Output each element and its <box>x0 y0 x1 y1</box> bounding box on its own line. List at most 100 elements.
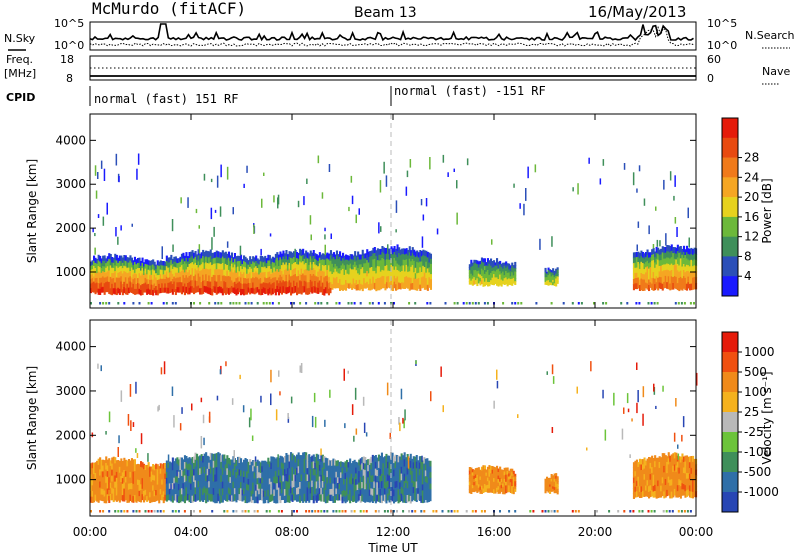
echo-speckle <box>456 212 458 225</box>
echo-cell <box>105 272 108 278</box>
echo-cell <box>283 489 287 497</box>
echo-cell <box>127 477 131 485</box>
echo-cell <box>170 467 173 474</box>
echo-cell <box>147 279 150 285</box>
echo-cell <box>315 276 318 283</box>
echo-cell <box>673 247 676 254</box>
echo-cell <box>549 277 552 281</box>
echo-cell <box>553 283 556 286</box>
echo-cell <box>638 475 642 482</box>
echo-cell <box>336 477 340 484</box>
echo-cell <box>320 474 323 482</box>
echo-cell <box>506 471 509 476</box>
echo-cell <box>362 482 365 490</box>
echo-cell <box>153 266 156 271</box>
echo-cell <box>241 484 244 491</box>
echo-cell <box>673 252 676 260</box>
echo-cell <box>399 255 402 262</box>
echo-cell <box>390 246 393 254</box>
echo-cell <box>657 474 660 482</box>
echo-cell <box>486 274 490 279</box>
echo-cell <box>311 264 314 271</box>
echo-cell <box>246 496 249 504</box>
echo-cell <box>330 465 334 473</box>
echo-cell <box>190 274 193 282</box>
echo-cell <box>378 266 381 273</box>
y-tick-label: 3000 <box>55 177 86 191</box>
echo-cell <box>320 281 323 288</box>
echo-cell <box>369 278 372 285</box>
echo-cell <box>277 260 281 267</box>
echo-cell <box>130 464 134 472</box>
echo-cell <box>249 489 252 496</box>
echo-cell <box>280 474 284 482</box>
echo-cell <box>483 266 487 271</box>
echo-cell <box>514 265 517 269</box>
echo-cell <box>482 282 485 287</box>
echo-cell <box>553 281 556 284</box>
echo-cell <box>494 268 497 272</box>
echo-cell <box>361 469 364 477</box>
echo-speckle <box>626 393 629 404</box>
echo-cell <box>208 468 211 476</box>
echo-speckle <box>140 433 143 445</box>
echo-cell <box>212 454 215 462</box>
echo-cell <box>274 271 277 278</box>
echo-cell <box>346 483 349 490</box>
echo-cell <box>167 262 170 269</box>
echo-cell <box>283 253 287 260</box>
echo-cell <box>115 495 118 502</box>
echo-cell <box>168 257 171 263</box>
echo-cell <box>645 252 648 258</box>
echo-speckle <box>246 165 248 173</box>
freq-label-2: [MHz] <box>4 67 36 80</box>
echo-cell <box>684 272 687 279</box>
echo-cell <box>323 469 326 477</box>
ground-cell <box>665 510 668 513</box>
echo-cell <box>203 285 206 293</box>
echo-cell <box>352 269 355 275</box>
colorbar-swatch <box>722 236 738 257</box>
echo-cell <box>670 491 673 499</box>
echo-cell <box>224 270 227 277</box>
echo-cell <box>226 461 229 469</box>
echo-cell <box>512 270 515 274</box>
echo-cell <box>299 468 302 476</box>
echo-cell <box>330 471 334 478</box>
echo-cell <box>96 460 99 468</box>
echo-cell <box>660 254 663 261</box>
echo-cell <box>223 473 226 481</box>
echo-cell <box>332 458 335 466</box>
echo-cell <box>114 288 117 295</box>
echo-cell <box>637 462 640 468</box>
echo-speckle <box>358 208 360 215</box>
echo-cell <box>230 258 234 265</box>
echo-cell <box>268 467 271 474</box>
echo-cell <box>685 258 689 266</box>
echo-cell <box>670 460 673 468</box>
echo-cell <box>218 467 221 476</box>
echo-cell <box>161 278 164 284</box>
echo-cell <box>505 271 508 275</box>
echo-cell <box>549 491 552 494</box>
ground-cell <box>268 510 271 513</box>
echo-cell <box>238 281 241 288</box>
echo-cell <box>168 477 171 484</box>
echo-speckle <box>682 416 685 428</box>
echo-cell <box>327 271 331 278</box>
echo-cell <box>417 283 420 289</box>
echo-cell <box>159 463 162 470</box>
echo-cell <box>94 262 97 269</box>
ground-cell <box>444 302 447 305</box>
echo-cell <box>405 253 408 260</box>
echo-cell <box>553 275 556 278</box>
echo-cell <box>687 276 690 283</box>
echo-cell <box>218 460 221 469</box>
echo-cell <box>508 473 511 478</box>
echo-cell <box>193 281 196 289</box>
echo-cell <box>406 474 409 482</box>
echo-cell <box>661 453 664 460</box>
echo-cell <box>165 489 168 496</box>
echo-cell <box>314 469 317 476</box>
echo-cell <box>422 265 425 272</box>
